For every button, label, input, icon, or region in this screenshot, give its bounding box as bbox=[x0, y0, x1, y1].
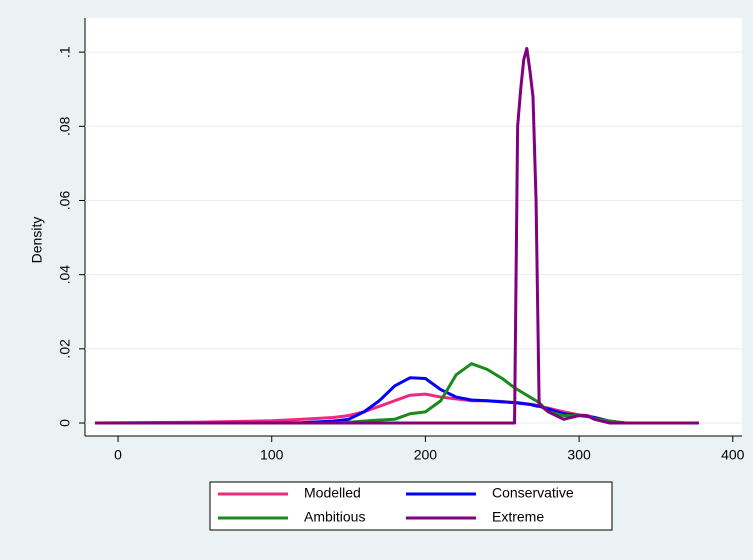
x-tick-label: 200 bbox=[414, 447, 438, 463]
plot-area bbox=[85, 18, 742, 436]
y-tick-label: .08 bbox=[57, 116, 73, 136]
y-tick-label: .1 bbox=[57, 46, 73, 58]
x-tick-label: 300 bbox=[567, 447, 591, 463]
y-axis-title: Density bbox=[29, 217, 45, 264]
y-tick-label: 0 bbox=[57, 419, 73, 427]
legend-label: Extreme bbox=[492, 509, 544, 525]
y-tick-label: .06 bbox=[57, 191, 73, 211]
x-tick-label: 100 bbox=[260, 447, 284, 463]
legend-label: Conservative bbox=[492, 485, 574, 501]
legend-label: Ambitious bbox=[304, 509, 365, 525]
legend-label: Modelled bbox=[304, 485, 361, 501]
y-tick-label: .04 bbox=[57, 265, 73, 285]
series-line bbox=[94, 46, 699, 425]
legend bbox=[209, 481, 613, 531]
x-tick-label: 0 bbox=[114, 447, 122, 463]
x-tick-label: 400 bbox=[721, 447, 745, 463]
y-tick-label: .02 bbox=[57, 339, 73, 359]
series-line bbox=[94, 376, 626, 425]
